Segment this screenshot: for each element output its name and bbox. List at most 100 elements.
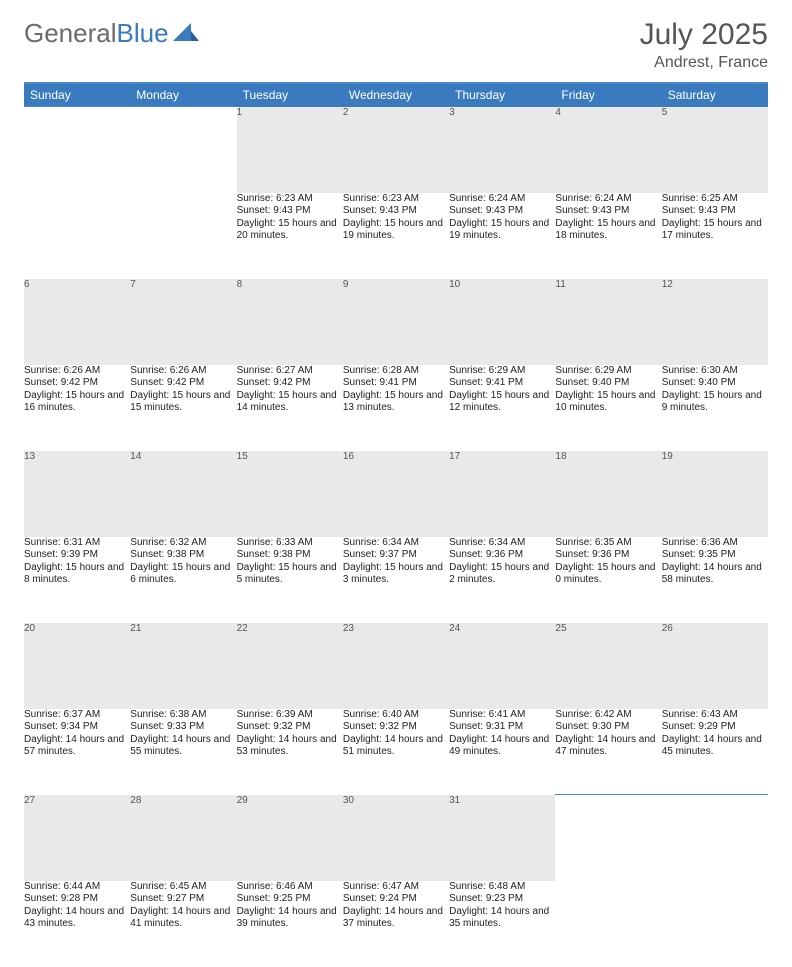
day-number-cell: 25 — [555, 623, 661, 709]
sunrise-line: Sunrise: 6:31 AM — [24, 537, 130, 550]
day-number-cell: 14 — [130, 451, 236, 537]
brand-part1: General — [24, 18, 117, 48]
daylight-line: Daylight: 14 hours and 43 minutes. — [24, 906, 130, 931]
day-number-cell: 23 — [343, 623, 449, 709]
weekday-header: Monday — [130, 83, 236, 107]
month-title: July 2025 — [640, 18, 768, 52]
sunset-line: Sunset: 9:36 PM — [449, 549, 555, 562]
location: Andrest, France — [640, 54, 768, 72]
day-number-cell: 20 — [24, 623, 130, 709]
day-number-cell: 13 — [24, 451, 130, 537]
day-cell: Sunrise: 6:32 AMSunset: 9:38 PMDaylight:… — [130, 537, 236, 623]
sunset-line: Sunset: 9:33 PM — [130, 721, 236, 734]
sunrise-line: Sunrise: 6:48 AM — [449, 881, 555, 894]
day-cell: Sunrise: 6:41 AMSunset: 9:31 PMDaylight:… — [449, 709, 555, 795]
daynum-row: 2728293031 — [24, 795, 768, 881]
daylight-line: Daylight: 14 hours and 41 minutes. — [130, 906, 236, 931]
sunrise-line: Sunrise: 6:42 AM — [555, 709, 661, 722]
daylight-line: Daylight: 15 hours and 12 minutes. — [449, 390, 555, 415]
day-number-cell: 24 — [449, 623, 555, 709]
sunset-line: Sunset: 9:25 PM — [237, 893, 343, 906]
daylight-line: Daylight: 15 hours and 9 minutes. — [662, 390, 768, 415]
day-content-row: Sunrise: 6:37 AMSunset: 9:34 PMDaylight:… — [24, 709, 768, 795]
day-number-cell: 26 — [662, 623, 768, 709]
page-header: GeneralBlue July 2025 Andrest, France — [24, 18, 768, 72]
day-number-cell: 29 — [237, 795, 343, 881]
day-cell: Sunrise: 6:24 AMSunset: 9:43 PMDaylight:… — [449, 193, 555, 279]
day-content-row: Sunrise: 6:44 AMSunset: 9:28 PMDaylight:… — [24, 881, 768, 967]
sunrise-line: Sunrise: 6:24 AM — [449, 193, 555, 206]
sunrise-line: Sunrise: 6:32 AM — [130, 537, 236, 550]
sunset-line: Sunset: 9:42 PM — [130, 377, 236, 390]
daylight-line: Daylight: 14 hours and 55 minutes. — [130, 734, 236, 759]
day-cell: Sunrise: 6:48 AMSunset: 9:23 PMDaylight:… — [449, 881, 555, 967]
sunset-line: Sunset: 9:42 PM — [237, 377, 343, 390]
day-cell: Sunrise: 6:23 AMSunset: 9:43 PMDaylight:… — [237, 193, 343, 279]
sunset-line: Sunset: 9:43 PM — [237, 205, 343, 218]
sunrise-line: Sunrise: 6:29 AM — [555, 365, 661, 378]
day-cell — [24, 193, 130, 279]
daylight-line: Daylight: 15 hours and 15 minutes. — [130, 390, 236, 415]
day-cell: Sunrise: 6:34 AMSunset: 9:36 PMDaylight:… — [449, 537, 555, 623]
daylight-line: Daylight: 15 hours and 18 minutes. — [555, 218, 661, 243]
sunrise-line: Sunrise: 6:43 AM — [662, 709, 768, 722]
day-cell: Sunrise: 6:38 AMSunset: 9:33 PMDaylight:… — [130, 709, 236, 795]
daylight-line: Daylight: 14 hours and 58 minutes. — [662, 562, 768, 587]
day-content-row: Sunrise: 6:23 AMSunset: 9:43 PMDaylight:… — [24, 193, 768, 279]
day-cell: Sunrise: 6:30 AMSunset: 9:40 PMDaylight:… — [662, 365, 768, 451]
sunset-line: Sunset: 9:39 PM — [24, 549, 130, 562]
sunset-line: Sunset: 9:29 PM — [662, 721, 768, 734]
sunset-line: Sunset: 9:40 PM — [555, 377, 661, 390]
day-cell: Sunrise: 6:46 AMSunset: 9:25 PMDaylight:… — [237, 881, 343, 967]
day-cell: Sunrise: 6:42 AMSunset: 9:30 PMDaylight:… — [555, 709, 661, 795]
day-cell: Sunrise: 6:29 AMSunset: 9:40 PMDaylight:… — [555, 365, 661, 451]
brand-part2: Blue — [117, 18, 169, 48]
weekday-header: Wednesday — [343, 83, 449, 107]
day-number-cell: 27 — [24, 795, 130, 881]
day-number-cell: 4 — [555, 107, 661, 193]
weekday-header: Tuesday — [237, 83, 343, 107]
daylight-line: Daylight: 15 hours and 0 minutes. — [555, 562, 661, 587]
day-number-cell: 6 — [24, 279, 130, 365]
sunset-line: Sunset: 9:24 PM — [343, 893, 449, 906]
sunset-line: Sunset: 9:40 PM — [662, 377, 768, 390]
day-number-cell — [555, 795, 661, 881]
day-cell: Sunrise: 6:25 AMSunset: 9:43 PMDaylight:… — [662, 193, 768, 279]
sunset-line: Sunset: 9:23 PM — [449, 893, 555, 906]
day-content-row: Sunrise: 6:31 AMSunset: 9:39 PMDaylight:… — [24, 537, 768, 623]
daylight-line: Daylight: 15 hours and 14 minutes. — [237, 390, 343, 415]
sunrise-line: Sunrise: 6:33 AM — [237, 537, 343, 550]
sunset-line: Sunset: 9:30 PM — [555, 721, 661, 734]
sunrise-line: Sunrise: 6:23 AM — [237, 193, 343, 206]
day-cell: Sunrise: 6:29 AMSunset: 9:41 PMDaylight:… — [449, 365, 555, 451]
sunrise-line: Sunrise: 6:36 AM — [662, 537, 768, 550]
daylight-line: Daylight: 15 hours and 3 minutes. — [343, 562, 449, 587]
day-cell — [662, 881, 768, 967]
daynum-row: 6789101112 — [24, 279, 768, 365]
daylight-line: Daylight: 14 hours and 51 minutes. — [343, 734, 449, 759]
sunset-line: Sunset: 9:28 PM — [24, 893, 130, 906]
sunset-line: Sunset: 9:32 PM — [237, 721, 343, 734]
daylight-line: Daylight: 15 hours and 20 minutes. — [237, 218, 343, 243]
sunset-line: Sunset: 9:35 PM — [662, 549, 768, 562]
daylight-line: Daylight: 15 hours and 5 minutes. — [237, 562, 343, 587]
daylight-line: Daylight: 14 hours and 53 minutes. — [237, 734, 343, 759]
day-number-cell: 2 — [343, 107, 449, 193]
day-cell: Sunrise: 6:31 AMSunset: 9:39 PMDaylight:… — [24, 537, 130, 623]
weekday-header: Friday — [555, 83, 661, 107]
sunrise-line: Sunrise: 6:34 AM — [343, 537, 449, 550]
calendar-table: SundayMondayTuesdayWednesdayThursdayFrid… — [24, 82, 768, 967]
day-number-cell: 7 — [130, 279, 236, 365]
day-number-cell: 5 — [662, 107, 768, 193]
sunrise-line: Sunrise: 6:47 AM — [343, 881, 449, 894]
sunset-line: Sunset: 9:38 PM — [130, 549, 236, 562]
sunrise-line: Sunrise: 6:30 AM — [662, 365, 768, 378]
day-number-cell: 19 — [662, 451, 768, 537]
day-number-cell: 3 — [449, 107, 555, 193]
daylight-line: Daylight: 15 hours and 8 minutes. — [24, 562, 130, 587]
day-number-cell: 10 — [449, 279, 555, 365]
sunrise-line: Sunrise: 6:23 AM — [343, 193, 449, 206]
weekday-header: Thursday — [449, 83, 555, 107]
brand-name: GeneralBlue — [24, 18, 169, 49]
daylight-line: Daylight: 14 hours and 57 minutes. — [24, 734, 130, 759]
